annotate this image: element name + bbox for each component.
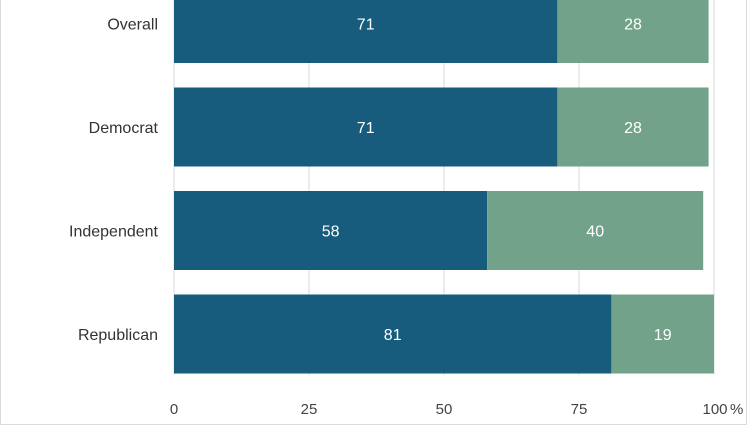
x-tick-label-75: 75: [571, 401, 588, 418]
value-label-overall-2: 28: [624, 17, 642, 34]
value-label-democrat-1: 71: [357, 120, 375, 137]
x-tick-label-100: 100: [702, 401, 727, 418]
bar-democrat-segment-1: [174, 87, 558, 167]
category-label-overall: Overall: [107, 17, 158, 34]
x-tick-label-0: 0: [170, 401, 178, 418]
category-label-independent: Independent: [69, 224, 159, 241]
category-labels: Overall Democrat Independent Republican: [69, 17, 159, 345]
bar-democrat-segment-2: [557, 87, 709, 167]
x-axis-ticks: 0 25 50 75 100: [170, 401, 728, 418]
x-tick-label-50: 50: [436, 401, 453, 418]
value-label-republican-1: 81: [384, 327, 402, 344]
bars: 71 28 71 28 58 40 81 19: [174, 0, 714, 374]
bar-independent-segment-2: [487, 191, 704, 270]
category-label-democrat: Democrat: [89, 120, 159, 137]
value-label-independent-1: 58: [322, 224, 340, 241]
bar-independent-segment-1: [174, 191, 488, 270]
x-axis-unit: %: [730, 401, 743, 418]
value-label-independent-2: 40: [586, 224, 604, 241]
bar-overall-segment-2: [557, 0, 709, 63]
bar-republican-segment-2: [611, 294, 714, 374]
value-label-democrat-2: 28: [624, 120, 642, 137]
bar-overall-segment-1: [174, 0, 558, 63]
category-label-republican: Republican: [78, 327, 158, 344]
value-label-republican-2: 19: [654, 327, 672, 344]
bar-republican-segment-1: [174, 294, 612, 374]
x-tick-label-25: 25: [301, 401, 318, 418]
value-label-overall-1: 71: [357, 17, 375, 34]
